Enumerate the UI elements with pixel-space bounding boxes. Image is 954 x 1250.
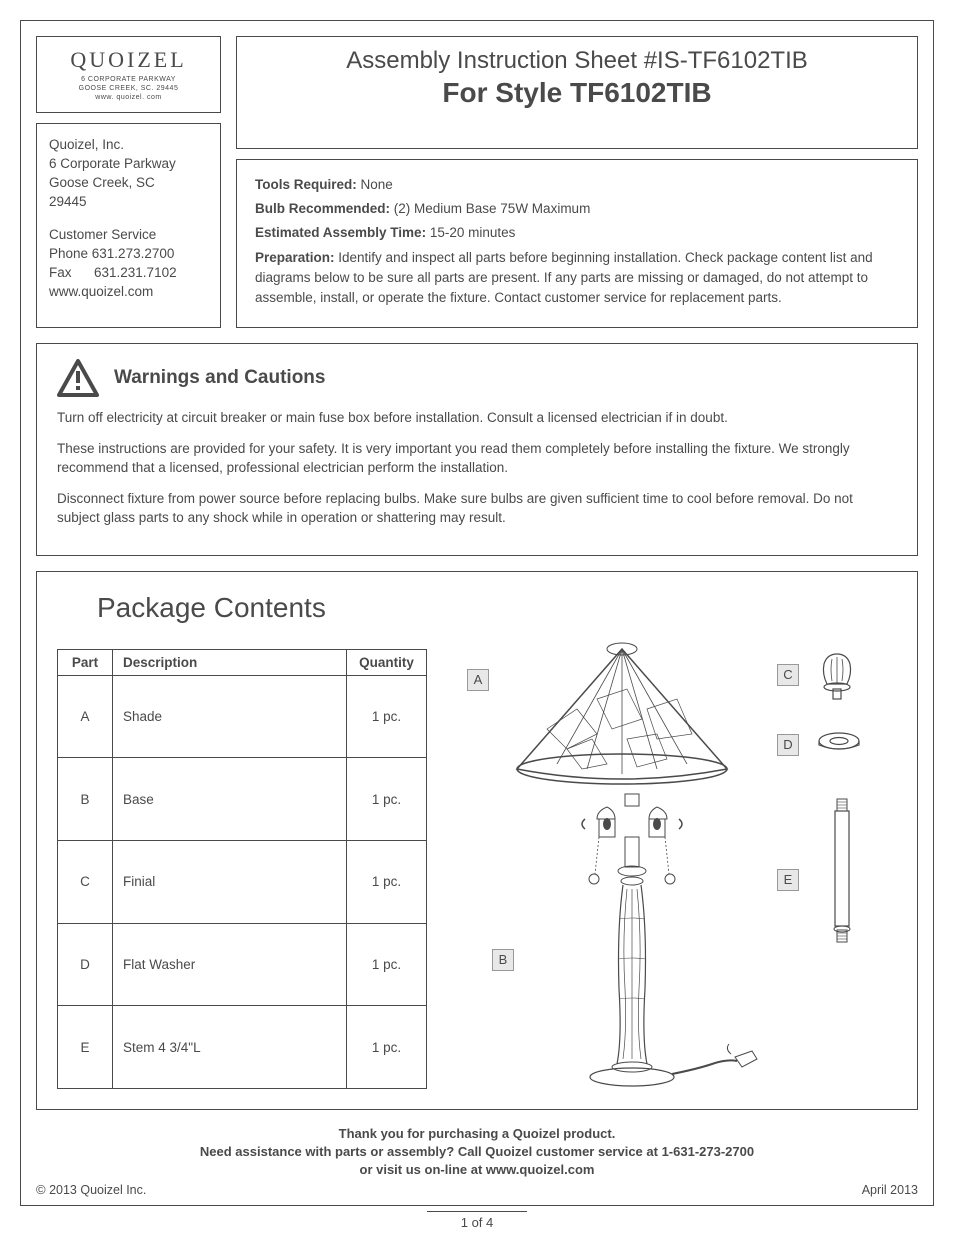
- warning-triangle-icon: [57, 359, 99, 397]
- stem-icon: [827, 794, 857, 944]
- label-c: C: [777, 664, 799, 686]
- table-cell: Stem 4 3/4"L: [113, 1006, 347, 1089]
- footer-bottom-row: © 2013 Quoizel Inc. April 2013: [36, 1181, 918, 1200]
- label-a: A: [467, 669, 489, 691]
- header-part: Part: [58, 649, 113, 675]
- table-cell: 1 pc.: [347, 923, 427, 1006]
- base-icon: [507, 789, 767, 1089]
- flat-washer-icon: [817, 731, 862, 756]
- diagram-area: A C: [447, 649, 897, 1089]
- table-row: DFlat Washer1 pc.: [58, 923, 427, 1006]
- logo-address: 6 CORPORATE PARKWAY GOOSE CREEK, SC. 294…: [45, 75, 212, 102]
- table-cell: Finial: [113, 841, 347, 924]
- copyright: © 2013 Quoizel Inc.: [36, 1181, 146, 1200]
- package-title: Package Contents: [97, 592, 897, 624]
- page-container: QUOIZEL 6 CORPORATE PARKWAY GOOSE CREEK,…: [20, 20, 934, 1206]
- table-cell: E: [58, 1006, 113, 1089]
- top-section: QUOIZEL 6 CORPORATE PARKWAY GOOSE CREEK,…: [36, 36, 918, 328]
- table-cell: A: [58, 675, 113, 758]
- page-number: 1 of 4: [427, 1211, 527, 1230]
- footer-assist: Need assistance with parts or assembly? …: [36, 1143, 918, 1161]
- title-line-2: For Style TF6102TIB: [247, 77, 907, 109]
- table-header-row: Part Description Quantity: [58, 649, 427, 675]
- table-cell: 1 pc.: [347, 758, 427, 841]
- table-cell: Flat Washer: [113, 923, 347, 1006]
- header-quantity: Quantity: [347, 649, 427, 675]
- table-row: AShade1 pc.: [58, 675, 427, 758]
- footer-section: Thank you for purchasing a Quoizel produ…: [36, 1125, 918, 1200]
- footer-thanks: Thank you for purchasing a Quoizel produ…: [36, 1125, 918, 1143]
- finial-icon: [812, 649, 862, 704]
- table-row: EStem 4 3/4"L1 pc.: [58, 1006, 427, 1089]
- table-row: BBase1 pc.: [58, 758, 427, 841]
- shade-icon: [497, 639, 747, 799]
- table-cell: B: [58, 758, 113, 841]
- title-line-1: Assembly Instruction Sheet #IS-TF6102TIB: [247, 47, 907, 75]
- logo-box: QUOIZEL 6 CORPORATE PARKWAY GOOSE CREEK,…: [36, 36, 221, 113]
- bulb-recommended: Bulb Recommended: (2) Medium Base 75W Ma…: [255, 199, 899, 219]
- footer-date: April 2013: [862, 1182, 918, 1200]
- table-cell: Shade: [113, 675, 347, 758]
- warning-p1: Turn off electricity at circuit breaker …: [57, 409, 897, 428]
- right-column: Assembly Instruction Sheet #IS-TF6102TIB…: [236, 36, 918, 328]
- label-e: E: [777, 869, 799, 891]
- table-row: CFinial1 pc.: [58, 841, 427, 924]
- table-cell: Base: [113, 758, 347, 841]
- tools-required: Tools Required: None: [255, 175, 899, 195]
- warnings-title: Warnings and Cautions: [114, 367, 325, 389]
- company-address-block: Quoizel, Inc. 6 Corporate Parkway Goose …: [49, 136, 208, 212]
- footer-visit: or visit us on-line at www.quoizel.com: [36, 1161, 918, 1179]
- assembly-time: Estimated Assembly Time: 15-20 minutes: [255, 223, 899, 243]
- info-box: Tools Required: None Bulb Recommended: (…: [236, 159, 918, 329]
- header-description: Description: [113, 649, 347, 675]
- table-cell: 1 pc.: [347, 841, 427, 924]
- warning-header: Warnings and Cautions: [57, 359, 897, 397]
- table-cell: C: [58, 841, 113, 924]
- title-box: Assembly Instruction Sheet #IS-TF6102TIB…: [236, 36, 918, 149]
- table-cell: 1 pc.: [347, 675, 427, 758]
- warnings-box: Warnings and Cautions Turn off electrici…: [36, 343, 918, 555]
- parts-table: Part Description Quantity AShade1 pc.BBa…: [57, 649, 427, 1089]
- warning-p3: Disconnect fixture from power source bef…: [57, 490, 897, 528]
- package-content-row: Part Description Quantity AShade1 pc.BBa…: [57, 649, 897, 1089]
- package-contents-box: Package Contents Part Description Quanti…: [36, 571, 918, 1110]
- warning-p2: These instructions are provided for your…: [57, 440, 897, 478]
- label-d: D: [777, 734, 799, 756]
- company-info-box: Quoizel, Inc. 6 Corporate Parkway Goose …: [36, 123, 221, 328]
- company-contact-block: Customer Service Phone 631.273.2700 Fax …: [49, 226, 208, 302]
- logo-brand-text: QUOIZEL: [45, 47, 212, 73]
- preparation-text: Preparation: Identify and inspect all pa…: [255, 248, 899, 309]
- table-cell: 1 pc.: [347, 1006, 427, 1089]
- left-column: QUOIZEL 6 CORPORATE PARKWAY GOOSE CREEK,…: [36, 36, 221, 328]
- table-cell: D: [58, 923, 113, 1006]
